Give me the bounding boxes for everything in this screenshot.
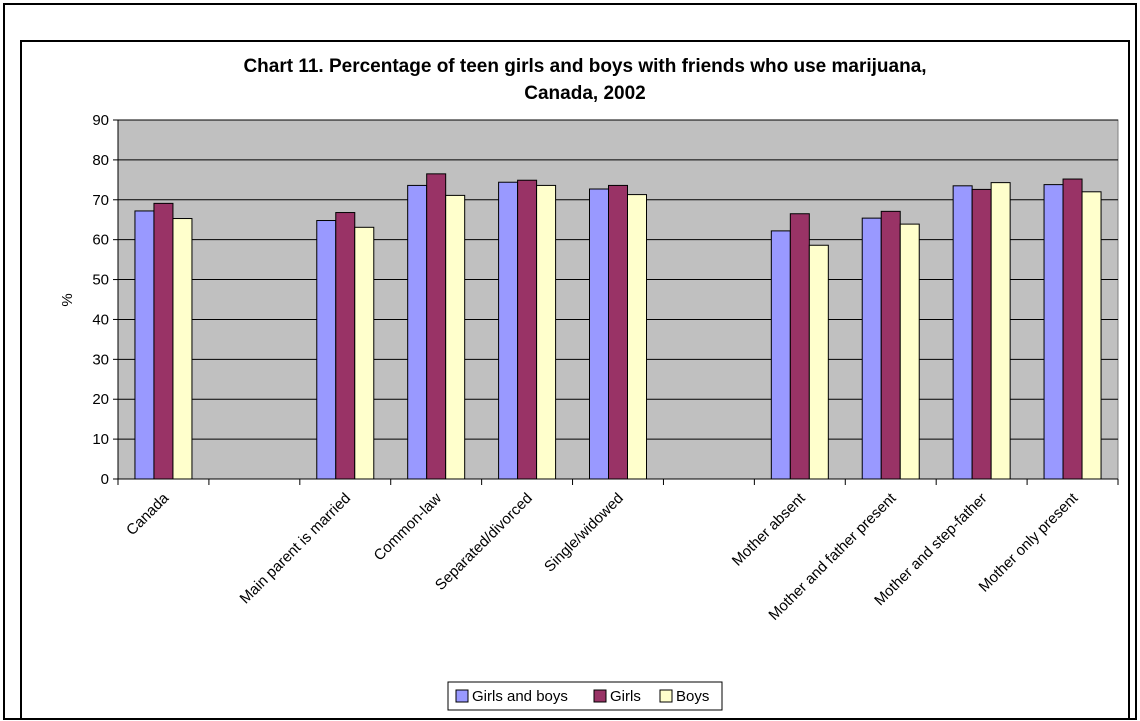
y-tick-label: 0 [101,471,109,488]
bar [880,210,901,480]
bar [1081,191,1102,480]
bar [172,218,193,480]
bar [536,184,557,480]
bar [153,202,174,480]
chart-title: Chart 11. Percentage of teen girls and b… [243,56,926,77]
bar [990,182,1011,480]
y-tick-label: 40 [92,311,109,328]
legend-box [447,681,723,711]
legend-swatch [659,689,673,703]
bar [608,184,628,480]
y-tick-label: 30 [92,351,109,368]
bar [1043,184,1064,480]
y-tick-label: 90 [92,112,109,129]
y-tick-label: 50 [92,272,109,289]
bar [808,244,829,480]
bar [861,217,882,480]
bar [1062,178,1083,480]
y-tick-label: 20 [92,391,109,408]
x-category-label: Canada [123,489,173,539]
y-tick-label: 60 [92,232,109,249]
bar [445,194,466,480]
bar [899,223,920,480]
y-tick-label: 10 [92,431,109,448]
x-category-label: Mother absent [729,489,809,569]
legend-label: Boys [676,688,709,705]
bar [770,230,791,480]
plot-area: 0 10 20 30 40 50 60 70 80 90 Canada Main parent is … [92,112,1119,624]
legend-swatch [455,689,469,703]
bar [589,188,609,480]
bar [952,185,973,480]
x-category-label: Main parent is married [237,490,355,608]
bar [498,181,519,480]
legend-label: Girls and boys [472,688,568,705]
bar [517,179,538,480]
legend: Girls and boys Girls Boys [447,681,723,711]
x-category-label: Mother only present [976,489,1082,595]
y-axis-label: % [59,293,76,306]
bar [407,184,428,480]
y-tick-label: 80 [92,152,109,169]
bar [426,173,447,480]
bar [627,194,647,480]
legend-swatch [593,689,607,703]
x-category-label: Single/widowed [541,490,627,576]
bar [335,212,356,480]
y-tick-label: 70 [92,192,109,209]
x-category-label: Separated/divorced [432,490,536,594]
bar [789,213,810,480]
legend-label: Girls [610,688,641,705]
bar [971,188,992,480]
chart-subtitle: Canada, 2002 [524,83,645,104]
bar [134,210,155,480]
x-category-label: Common-law [371,490,446,565]
bar [316,220,337,480]
bar [354,226,375,480]
